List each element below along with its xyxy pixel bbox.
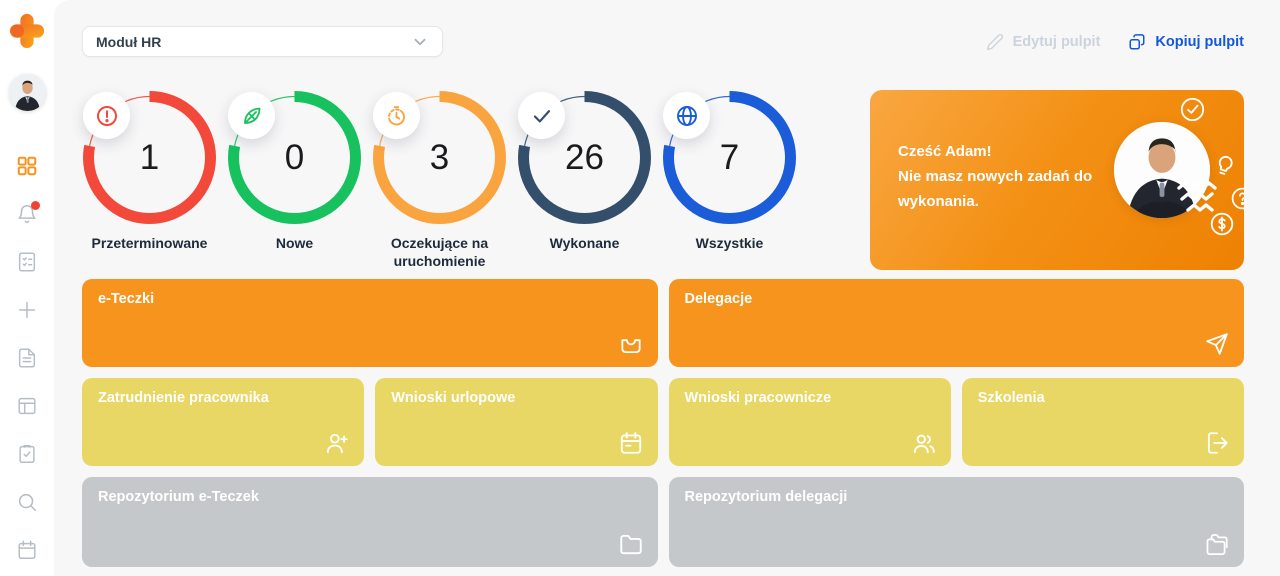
notifications-bell-icon[interactable] [15,201,40,226]
tile-label: Zatrudnienie pracownika [98,390,269,407]
tile-label: Wnioski pracownicze [684,390,832,407]
sidebar [0,0,54,576]
app-logo-icon [9,13,45,49]
topbar: Moduł HR Edytuj pulpit Kopiuj pulpit [82,26,1244,57]
stat-all: 7 Wszystkie [662,90,797,252]
stat-label: Wykonane [549,235,620,251]
stat-ring: 0 [227,90,362,225]
dashboard-select-value: Moduł HR [96,33,162,50]
topbar-actions: Edytuj pulpit Kopiuj pulpit [986,33,1244,51]
tile-wnioski-pracownicze[interactable]: Wnioski pracownicze [668,378,951,467]
stat-label: Przeterminowane [91,235,208,251]
tile-row-processes: Zatrudnienie pracownika Wnioski urlopowe… [82,378,1244,467]
stat-ring: 1 [82,90,217,225]
tile-label: Repozytorium e-Teczek [98,489,259,506]
add-new-icon[interactable] [15,298,39,322]
stat-value: 1 [139,137,160,177]
stopwatch-icon [373,92,420,139]
tile-label: e-Teczki [98,291,155,308]
stat-overdue: 1 Przeterminowane [82,90,217,252]
document-tasks-icon[interactable] [15,250,39,274]
user-avatar[interactable] [8,74,46,111]
stat-value: 26 [565,137,604,177]
tile-label: Delegacje [684,291,753,308]
tile-szkolenia[interactable]: Szkolenia [961,378,1244,467]
stat-ring: 7 [662,90,797,225]
waves-icon [1177,181,1217,212]
copy-icon [1129,33,1145,49]
inbox-icon [620,339,641,354]
tile-label: Wnioski urlopowe [391,390,516,407]
stat-label: Wszystkie [695,235,764,251]
sidebar-nav [15,154,40,562]
tile-repozytorium-e-teczek[interactable]: Repozytorium e-Teczek [82,477,658,568]
users-icon [913,434,935,454]
dollar-circle-icon [1210,212,1234,236]
greeting-card: Cześć Adam! Nie masz nowych zadań do wyk… [870,90,1244,270]
stat-new: 0 Nowe [227,90,362,252]
check-circle-icon [1180,97,1205,122]
tile-row-repositories: Repozytorium e-Teczek Repozytorium deleg… [82,477,1244,568]
pencil-icon [986,33,1003,50]
user-plus-icon [327,434,348,454]
tile-wnioski-urlopowe[interactable]: Wnioski urlopowe [375,378,658,467]
stat-label: Oczekujące na uruchomienie [390,235,489,270]
tile-row-main: e-Teczki Delegacje [82,279,1244,368]
question-circle-icon [1231,187,1244,210]
stat-pending: 3 Oczekujące na uruchomienie [372,90,507,270]
gauge-ring [83,91,216,224]
stat-label: Nowe [275,235,314,251]
tile-delegacje[interactable]: Delegacje [668,279,1244,368]
copy-dashboard-button[interactable]: Kopiuj pulpit [1128,33,1244,51]
greeting-line: Cześć Adam! [898,143,992,160]
stat-value: 7 [719,137,740,177]
tile-zatrudnienie-pracownika[interactable]: Zatrudnienie pracownika [82,378,365,467]
edit-dashboard-label: Edytuj pulpit [1012,33,1101,50]
user-photo-icon [8,74,46,111]
gauge-ring [663,91,796,224]
log-out-icon [1207,432,1228,455]
tile-e-teczki[interactable]: e-Teczki [82,279,658,368]
greeting-message: Nie masz nowych zadań do wykonania. [898,167,1093,210]
lightbulb-icon [1218,155,1233,175]
folders-icon [1206,534,1228,556]
document-icon[interactable] [15,346,39,370]
stat-value: 3 [429,137,450,177]
clipboard-check-icon[interactable] [15,442,39,466]
dashboard-grid-icon[interactable] [15,154,39,178]
calendar-range-icon [620,432,641,455]
tile-label: Szkolenia [977,390,1045,407]
search-icon[interactable] [15,490,39,514]
calendar-icon[interactable] [15,538,39,562]
notification-badge [31,201,40,210]
greeting-avatar [1114,122,1210,218]
chevron-down-icon [414,38,426,45]
main-content: Moduł HR Edytuj pulpit Kopiuj pulpit [54,0,1280,576]
alert-circle-icon [83,92,130,139]
copy-dashboard-label: Kopiuj pulpit [1155,33,1244,50]
edit-dashboard-button[interactable]: Edytuj pulpit [986,33,1101,51]
tile-repozytorium-delegacji[interactable]: Repozytorium delegacji [668,477,1244,568]
dashboard-select[interactable]: Moduł HR [82,26,443,57]
leaf-icon [228,92,275,139]
tiles-grid: e-Teczki Delegacje Zatrudnienie pracowni… [82,279,1244,568]
gauge-ring [228,91,361,224]
stats-row: 1 Przeterminowane 0 [82,90,1244,270]
globe-icon [663,92,710,139]
stat-ring: 26 [517,90,652,225]
folder-icon [619,535,642,555]
stat-done: 26 Wykonane [517,90,652,252]
gauge-ring [373,91,506,224]
check-icon [518,92,565,139]
tile-label: Repozytorium delegacji [684,489,848,506]
greeting-text: Cześć Adam! Nie masz nowych zadań do wyk… [898,140,1103,214]
user-photo-icon [1114,122,1210,218]
board-layout-icon[interactable] [15,394,39,418]
gauge-ring [518,91,651,224]
stat-ring: 3 [372,90,507,225]
stat-value: 0 [284,137,305,177]
send-icon [1206,333,1228,356]
